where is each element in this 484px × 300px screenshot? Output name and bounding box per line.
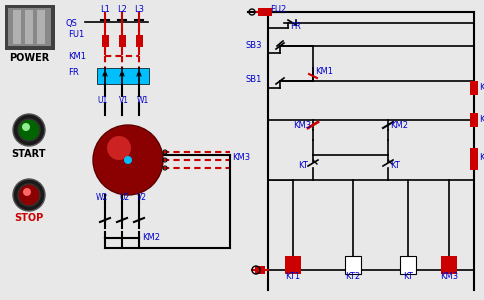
Bar [136, 35, 143, 47]
Text: START: START [12, 149, 46, 159]
Text: KT1: KT1 [286, 272, 301, 281]
Text: FU2: FU2 [270, 5, 286, 14]
Circle shape [124, 156, 132, 164]
Text: KM3: KM3 [440, 272, 458, 281]
Bar [97, 68, 149, 84]
Text: SB3: SB3 [246, 40, 262, 50]
Text: KT: KT [403, 272, 413, 281]
Bar [345, 256, 361, 274]
Circle shape [107, 136, 131, 160]
Text: POWER: POWER [9, 53, 49, 63]
Text: W1: W1 [137, 96, 149, 105]
Text: SB1: SB1 [246, 76, 262, 85]
Circle shape [18, 119, 40, 141]
Text: FR: FR [290, 22, 301, 31]
Text: KM3: KM3 [479, 153, 484, 162]
Bar [258, 8, 272, 16]
Bar [8, 8, 51, 46]
Text: KM1: KM1 [315, 68, 333, 76]
Bar [25, 10, 33, 44]
Text: FU1: FU1 [68, 30, 84, 39]
Circle shape [22, 123, 30, 131]
Text: KM2: KM2 [390, 121, 408, 130]
Text: STOP: STOP [15, 213, 44, 223]
Text: KT: KT [390, 161, 400, 170]
Circle shape [18, 184, 40, 206]
Text: KT: KT [298, 161, 308, 170]
Circle shape [13, 179, 45, 211]
Text: KT2: KT2 [346, 272, 361, 281]
Text: U1: U1 [97, 96, 107, 105]
Text: L1: L1 [100, 5, 110, 14]
Bar [37, 10, 45, 44]
Text: W2: W2 [96, 193, 108, 202]
Text: KM2: KM2 [479, 115, 484, 124]
Bar [400, 256, 416, 274]
Circle shape [13, 114, 45, 146]
Text: KM1: KM1 [68, 52, 86, 61]
Bar [119, 35, 126, 47]
Text: FR: FR [68, 68, 79, 77]
Bar [441, 256, 457, 274]
Text: L3: L3 [134, 5, 144, 14]
Bar [285, 256, 301, 274]
Bar [13, 10, 21, 44]
Bar [255, 266, 265, 274]
Text: L2: L2 [117, 5, 127, 14]
Text: QS: QS [66, 19, 78, 28]
Text: V1: V1 [119, 96, 129, 105]
Bar [102, 35, 109, 47]
Bar [470, 148, 478, 170]
Circle shape [23, 188, 31, 196]
Text: V2: V2 [137, 193, 147, 202]
Bar [5, 5, 55, 50]
Text: U2: U2 [119, 193, 129, 202]
Bar [470, 81, 478, 95]
Text: KM1: KM1 [479, 83, 484, 92]
Bar [470, 113, 478, 127]
Circle shape [93, 125, 163, 195]
Text: KM3: KM3 [232, 154, 250, 163]
Text: KM2: KM2 [142, 233, 160, 242]
Text: KM3: KM3 [293, 121, 311, 130]
